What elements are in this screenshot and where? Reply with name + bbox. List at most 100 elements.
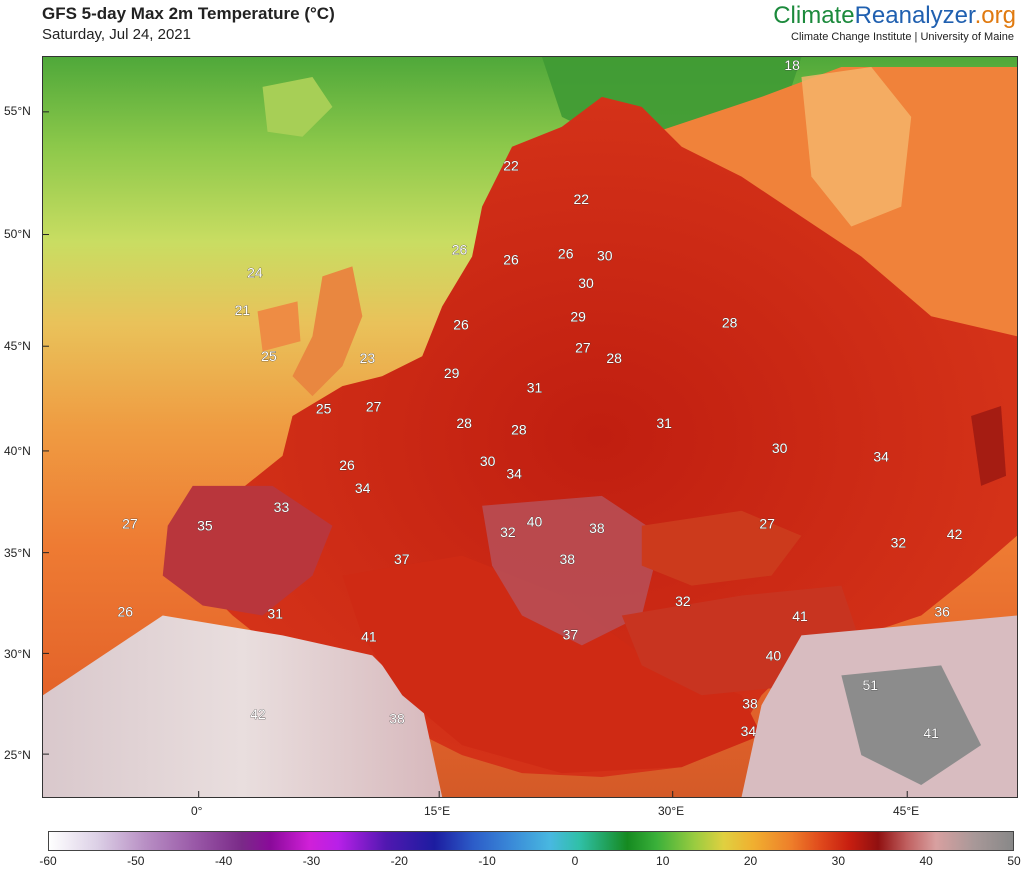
temperature-value-label: 34 [741,723,757,739]
temperature-value-label: 36 [934,604,950,620]
lat-label-55: 55°N [4,104,31,118]
brand-affiliation: Climate Change Institute | University of… [791,31,1014,43]
temperature-value-label: 21 [235,302,251,318]
colorbar-tick-label: 30 [831,854,846,868]
temperature-value-label: 37 [563,627,579,643]
colorbar-tick-label: 0 [571,854,579,868]
brand-word-reanalyzer: Reanalyzer [854,2,975,29]
colorbar-tick-label: 50 [1007,854,1021,868]
lon-label-15e: 15°E [424,804,451,818]
temperature-value-label: 27 [366,398,382,414]
temperature-value-label: 34 [506,465,522,481]
russia-warm-zone [641,66,1017,377]
temperature-map[interactable]: 1818222226262630302421262928252327282931… [42,56,1018,798]
mediterranean-sea [342,555,762,774]
temperature-value-label: 51 [862,677,878,693]
temperature-value-label: 34 [873,449,889,465]
temperature-value-label: 42 [947,526,963,542]
temperature-value-label: 26 [558,245,574,261]
temperature-value-label: 27 [122,516,138,532]
urals-mild-zone [801,66,912,227]
lat-label-45: 45°N [4,339,31,353]
brand-word-org: .org [974,2,1016,29]
temperature-value-label: 32 [500,524,516,540]
temperature-value-label: 26 [339,457,355,473]
colorbar-tick-label: 20 [743,854,758,868]
temperature-value-label: 26 [452,241,468,257]
temperature-value-label: 27 [759,516,775,532]
temperature-value-label: 28 [606,350,622,366]
temperature-value-label: 28 [511,421,527,437]
temperature-value-label: 26 [118,604,134,620]
lat-label-25: 25°N [4,748,31,762]
temperature-value-label: 29 [444,365,460,381]
colorbar-tick-label: -40 [214,854,233,868]
iberia-hot-zone [162,485,333,616]
colorbar-tick-label: 10 [656,854,670,868]
brand-logo[interactable]: ClimateReanalyzer.org [773,2,1016,30]
colorbar-tick-label: 40 [919,854,933,868]
temperature-value-label: 41 [792,608,808,624]
temperature-value-label: 26 [453,317,469,333]
great-britain [292,266,363,397]
temperature-value-label: 38 [742,696,758,712]
temperature-value-label: 34 [355,480,371,496]
temperature-value-label: 30 [480,453,496,469]
temperature-value-label: 38 [389,710,405,726]
temperature-value-label: 27 [575,340,591,356]
temperature-value-label: 40 [527,514,543,530]
colorbar-tick-label: -60 [39,854,57,868]
temperature-value-label: 18 [784,57,800,73]
temperature-value-label: 26 [503,252,519,268]
iceland [262,76,333,137]
colorbar-tick-label: -50 [127,854,145,868]
temperature-value-label: 31 [267,606,283,622]
lat-label-30: 30°N [4,647,31,661]
colorbar-tick-label: -20 [390,854,408,868]
lon-label-30e: 30°E [658,804,685,818]
temperature-value-label: 25 [316,400,332,416]
temperature-value-label: 32 [891,534,907,550]
brand-word-climate: Climate [773,2,855,29]
temperature-value-label: 22 [503,157,519,173]
colorbar-tick-label: -30 [302,854,321,868]
lat-label-40: 40°N [4,444,31,458]
temperature-labels: 1818222226262630302421262928252327282931… [117,57,963,741]
temperature-value-label: 23 [360,350,376,366]
temperature-value-label: 37 [394,551,410,567]
caspian-sea [971,406,1007,486]
map-date: Saturday, Jul 24, 2021 [42,26,191,43]
temperature-value-label: 30 [578,275,594,291]
colorbar-tick-label: -10 [478,854,496,868]
temperature-value-label: 33 [274,499,290,515]
sahara-zone [43,615,443,797]
temperature-value-label: 25 [261,348,277,364]
lat-label-35: 35°N [4,546,31,560]
temperature-value-label: 38 [589,520,605,536]
temperature-value-label: 31 [527,379,543,395]
temperature-value-label: 24 [247,264,263,280]
temperature-value-label: 32 [675,593,691,609]
lat-label-50: 50°N [4,227,31,241]
map-title: GFS 5-day Max 2m Temperature (°C) [42,4,335,23]
temperature-value-label: 42 [250,706,266,722]
temperature-value-label: 22 [574,191,590,207]
ireland [257,301,301,352]
axis-ticks [43,111,908,797]
temperature-value-label: 29 [570,308,586,324]
colorbar [48,831,1014,851]
temperature-value-label: 41 [361,629,377,645]
temperature-value-label: 31 [656,415,672,431]
temperature-value-label: 35 [197,518,213,534]
temperature-value-label: 30 [597,248,613,264]
lon-label-0: 0° [191,804,203,818]
lon-label-45e: 45°E [893,804,920,818]
temperature-value-label: 41 [923,725,939,741]
temperature-value-label: 38 [559,551,575,567]
balkans-hot-zone [482,495,662,646]
arabia-extreme-zone [841,665,982,786]
black-sea [641,510,802,586]
temperature-value-label: 30 [772,440,788,456]
temperature-value-label: 40 [766,648,782,664]
temperature-value-label: 28 [722,315,738,331]
